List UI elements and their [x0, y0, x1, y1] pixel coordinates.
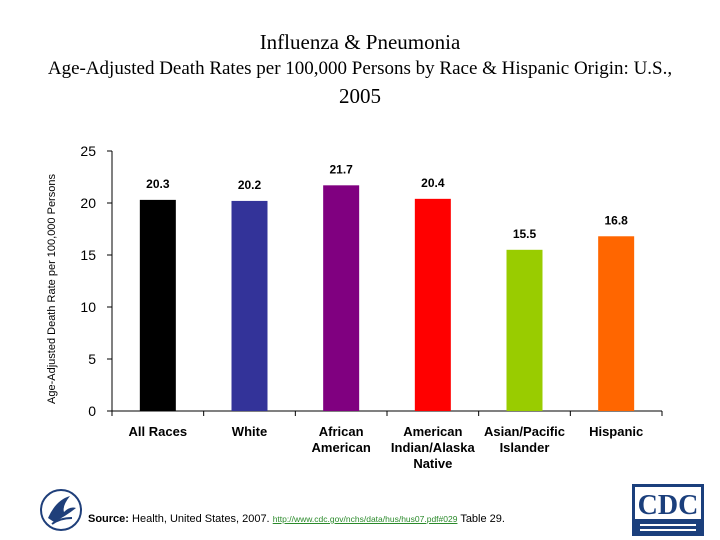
category-label: Hispanic	[589, 424, 643, 439]
source-footer: Source: Health, United States, 2007. htt…	[88, 513, 505, 525]
chart-title: Influenza & Pneumonia	[259, 30, 461, 54]
chart-subtitle-line2: 2005	[339, 84, 381, 108]
data-label: 20.4	[421, 176, 445, 190]
y-axis-label: Age-Adjusted Death Rate per 100,000 Pers…	[46, 174, 58, 404]
y-tick-label: 20	[80, 195, 96, 211]
bar	[139, 199, 176, 411]
hhs-eagle-logo	[40, 489, 82, 531]
data-label: 15.5	[513, 227, 537, 241]
data-label: 16.8	[604, 213, 628, 227]
chart-subtitle-line1: Age-Adjusted Death Rates per 100,000 Per…	[47, 58, 673, 79]
y-tick-label: 5	[88, 351, 96, 367]
category-label: American Indian/Alaska Native	[391, 424, 476, 471]
category-label: All Races	[129, 424, 188, 439]
cdc-logo: CDC	[632, 484, 704, 536]
source-label: Source:	[88, 513, 129, 525]
y-tick-label: 25	[80, 143, 96, 159]
y-tick-label: 0	[88, 403, 96, 419]
bar	[414, 198, 451, 411]
category-label: White	[232, 424, 267, 439]
y-tick-label: 10	[80, 299, 96, 315]
category-label: African American	[312, 424, 371, 455]
bar	[506, 249, 543, 411]
bar	[323, 185, 360, 411]
data-label: 21.7	[329, 162, 353, 176]
bar	[598, 236, 635, 411]
data-label: 20.2	[238, 178, 262, 192]
data-label: 20.3	[146, 177, 170, 191]
bar	[231, 200, 268, 411]
table-reference: Table 29.	[460, 513, 505, 525]
cdc-logo-text: CDC	[638, 490, 699, 521]
y-tick-label: 15	[80, 247, 96, 263]
source-text: Health, United States, 2007.	[132, 513, 270, 525]
source-link[interactable]: http://www.cdc.gov/nchs/data/hus/hus07.p…	[272, 514, 458, 524]
category-label: Asian/Pacific Islander	[484, 424, 565, 455]
